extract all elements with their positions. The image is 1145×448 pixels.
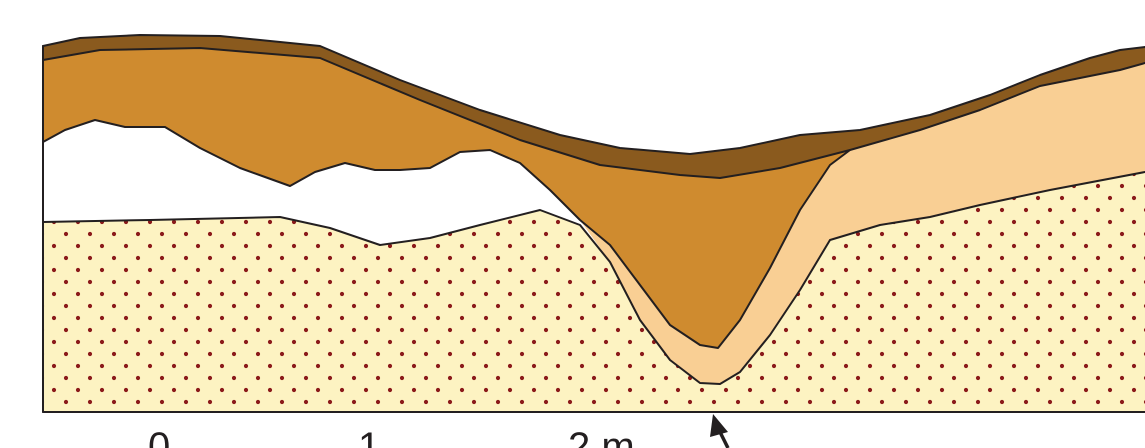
light-layer xyxy=(43,63,1145,384)
scale-label-2m: 2 m xyxy=(568,425,635,448)
arrow-up-icon xyxy=(710,414,730,448)
natural-subsoil-layer xyxy=(43,172,1145,412)
fill-layer xyxy=(43,48,1145,348)
scale-label-0: 0 xyxy=(148,425,170,448)
ground-surface-line xyxy=(42,34,1145,155)
fill-base-line xyxy=(42,119,851,349)
scale-label-1: 1 xyxy=(358,425,380,448)
subsoil-top-line xyxy=(42,171,1145,385)
topsoil-base-line xyxy=(42,47,1145,179)
topsoil-layer xyxy=(43,35,1145,178)
